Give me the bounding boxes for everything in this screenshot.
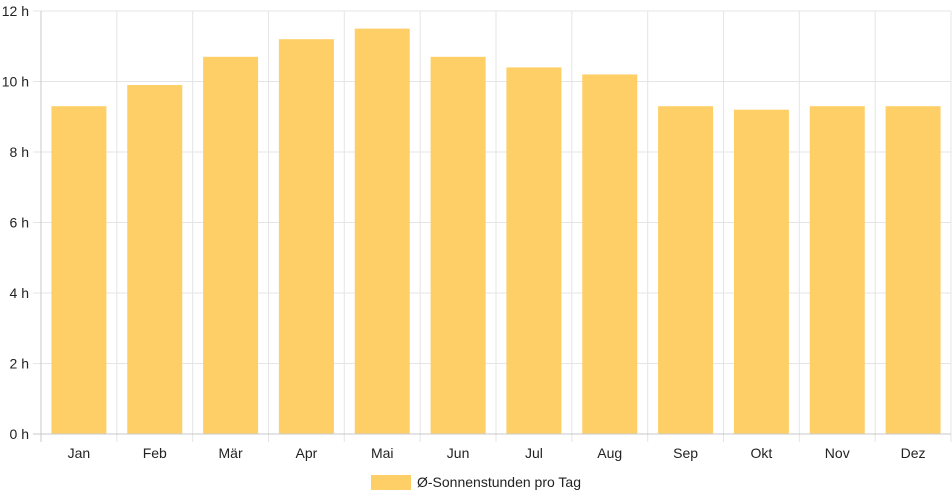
y-tick-label: 10 h <box>2 74 29 90</box>
x-tick-label: Nov <box>825 445 850 461</box>
x-axis-ticks: Jan Feb Mär Apr Mai Jun Jul Aug Sep Okt Nov Dez <box>68 445 926 461</box>
bar-mai[interactable] <box>354 28 410 434</box>
x-tick-label: Apr <box>296 445 318 461</box>
x-tick-label: Dez <box>901 445 926 461</box>
bar-jun[interactable] <box>430 56 486 434</box>
x-tick-label: Okt <box>751 445 773 461</box>
x-tick-label: Jan <box>68 445 91 461</box>
bar-nov[interactable] <box>809 106 865 435</box>
bar-jan[interactable] <box>51 106 107 435</box>
bar-apr[interactable] <box>278 39 334 434</box>
x-tick-label: Jun <box>447 445 470 461</box>
x-tick-label: Mär <box>219 445 243 461</box>
bar-mär[interactable] <box>203 56 259 434</box>
legend[interactable]: Ø-Sonnenstunden pro Tag <box>371 474 581 490</box>
y-tick-label: 8 h <box>10 144 29 160</box>
legend-swatch <box>371 475 411 490</box>
grid-lines <box>33 10 952 442</box>
y-tick-label: 6 h <box>10 215 29 231</box>
x-tick-label: Jul <box>525 445 543 461</box>
axes <box>33 11 951 442</box>
x-tick-label: Mai <box>371 445 394 461</box>
bar-aug[interactable] <box>582 74 638 434</box>
x-tick-label: Feb <box>143 445 167 461</box>
x-tick-label: Aug <box>597 445 622 461</box>
bar-dez[interactable] <box>885 106 941 435</box>
bar-okt[interactable] <box>733 109 789 434</box>
y-axis-ticks: 0 h 2 h 4 h 6 h 8 h 10 h 12 h <box>2 3 29 442</box>
legend-label: Ø-Sonnenstunden pro Tag <box>417 474 581 490</box>
y-tick-label: 2 h <box>10 356 29 372</box>
bar-sep[interactable] <box>658 106 714 435</box>
y-tick-label: 0 h <box>10 426 29 442</box>
y-tick-label: 4 h <box>10 285 29 301</box>
x-tick-label: Sep <box>673 445 698 461</box>
y-tick-label: 12 h <box>2 3 29 19</box>
bars <box>51 28 941 435</box>
bar-feb[interactable] <box>127 85 183 435</box>
bar-jul[interactable] <box>506 67 562 435</box>
